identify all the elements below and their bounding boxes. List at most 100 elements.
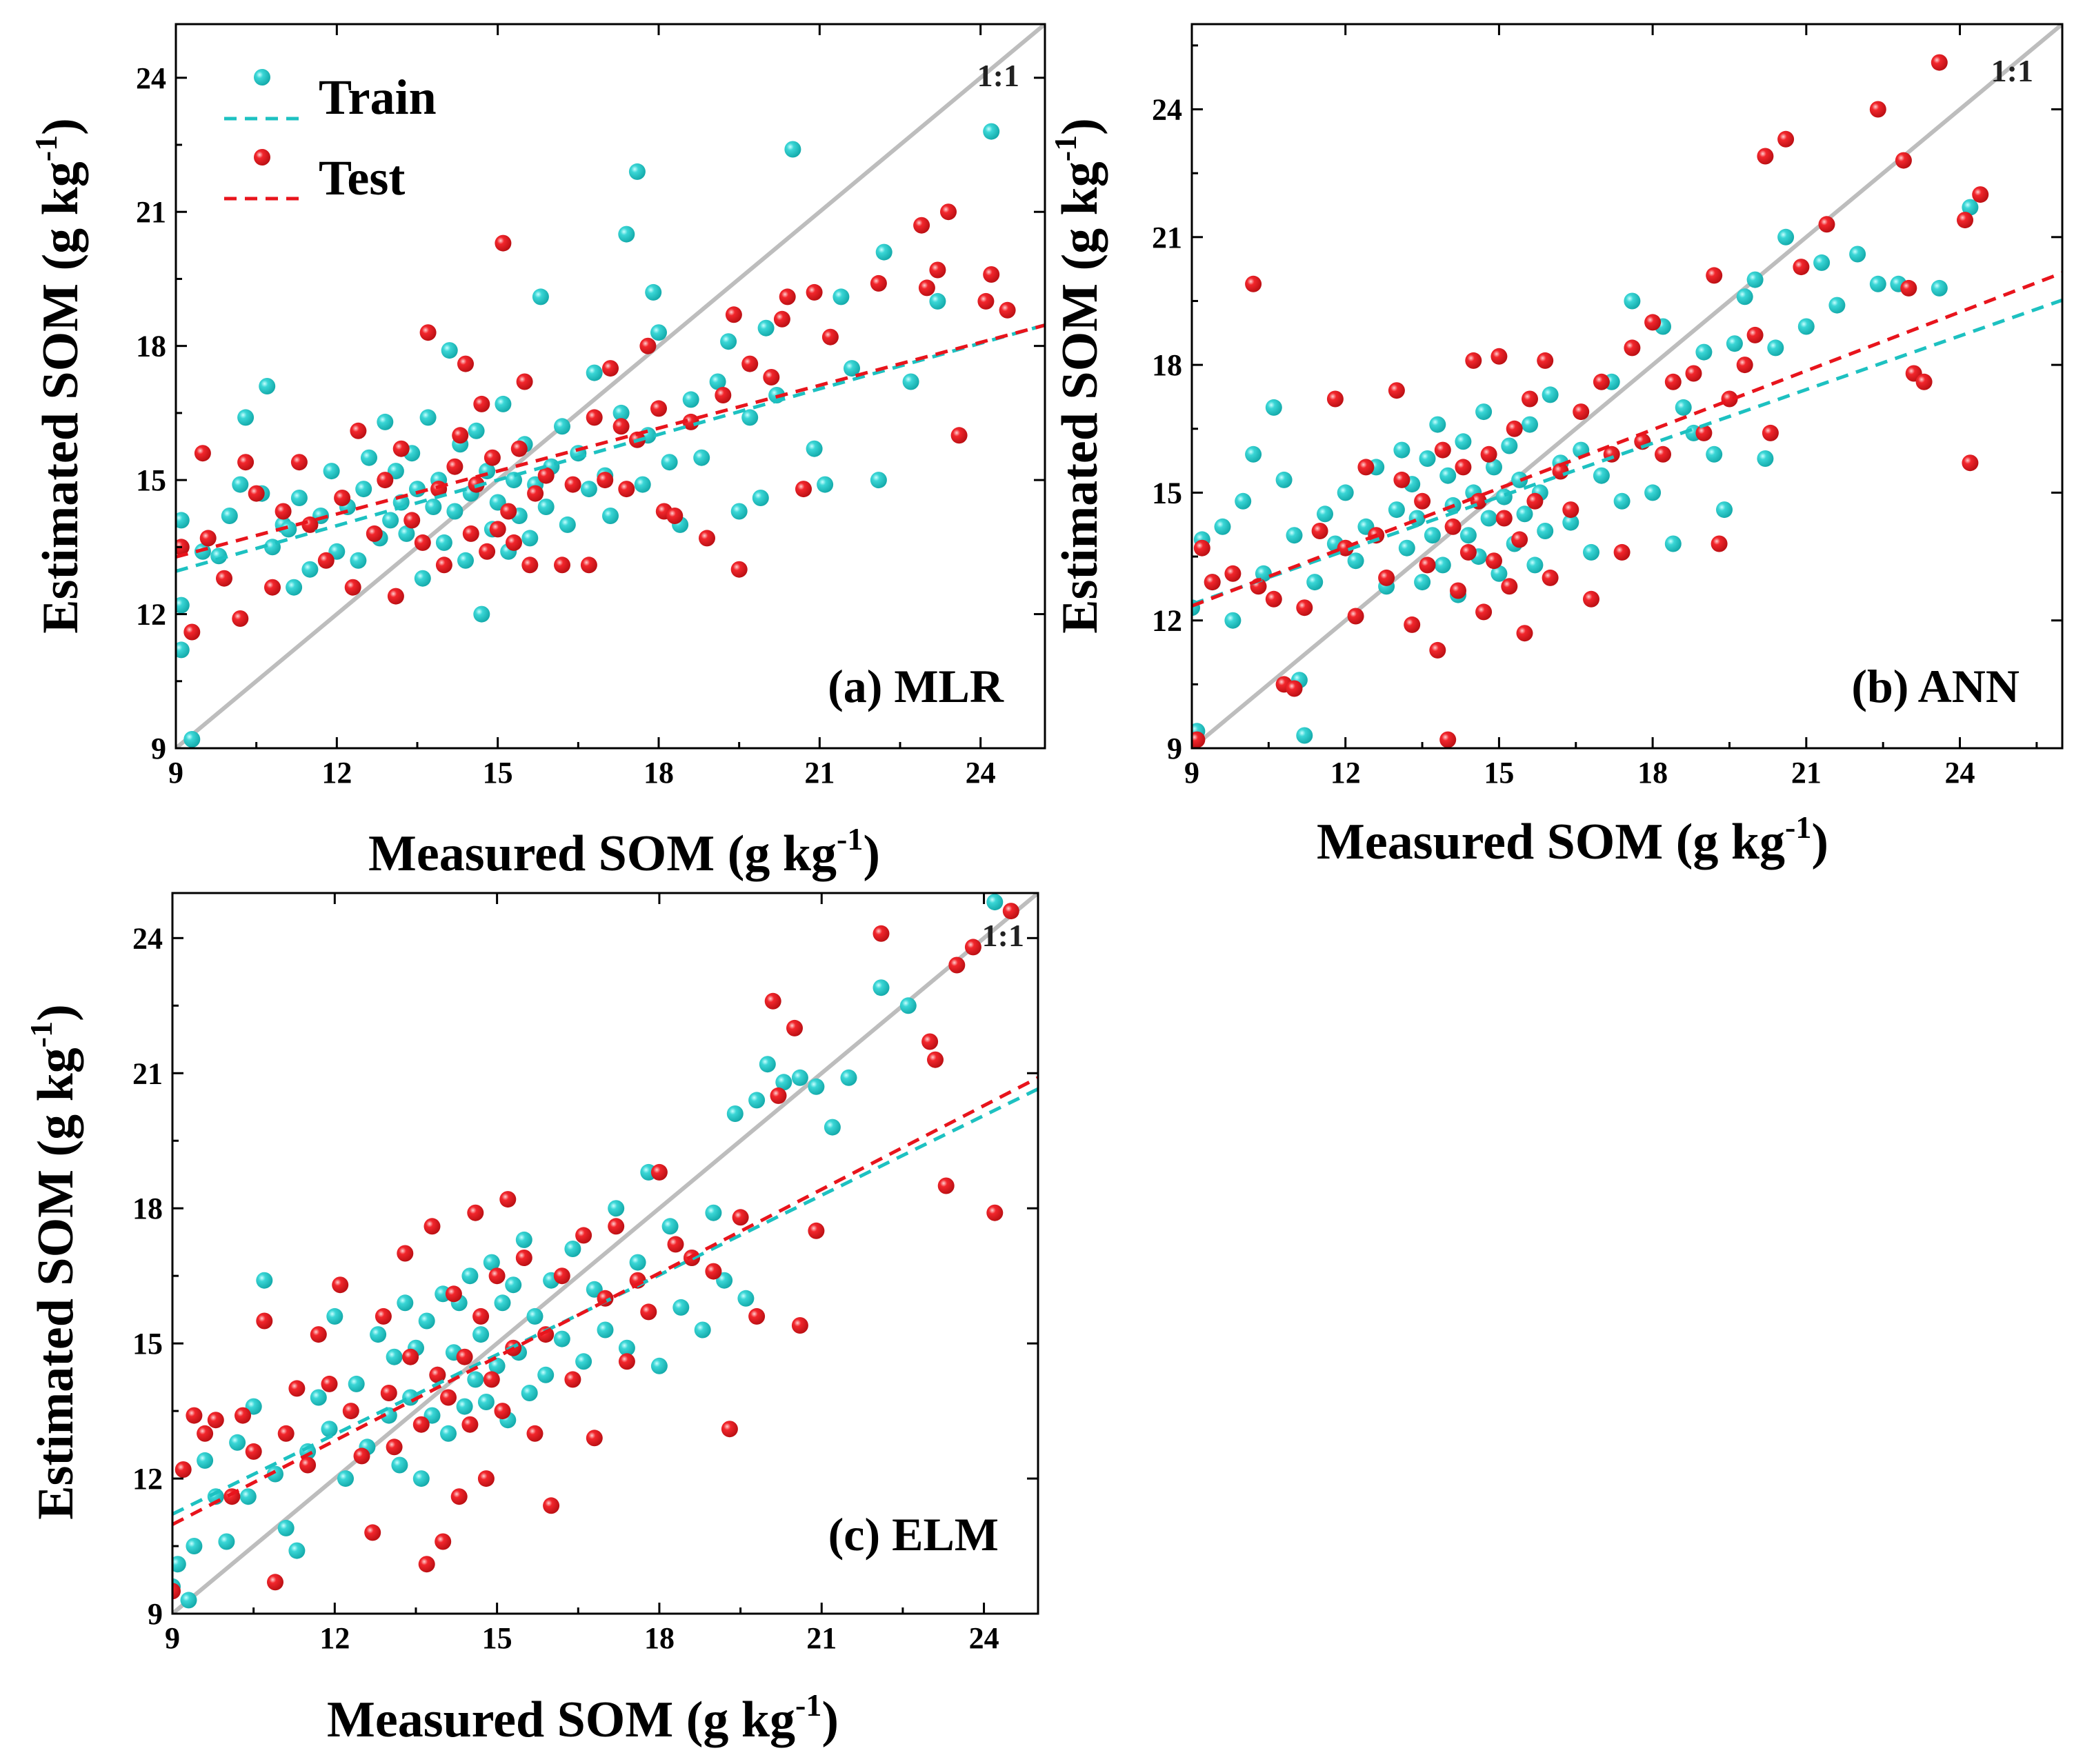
panel-a-test-point <box>666 508 684 524</box>
panel-c-reference-line <box>172 893 1038 1614</box>
panel-c-test-point <box>197 1425 214 1442</box>
panel-c-test-point <box>397 1245 414 1262</box>
panel-c-train-point <box>672 1299 690 1316</box>
panel-b-y-tick-label: 15 <box>1152 476 1182 510</box>
panel-b-train-point <box>1675 399 1692 416</box>
panel-a-y-tick-label: 24 <box>136 61 166 95</box>
panel-b: 9 12 15 18 21 24 9 12 15 18 21 24 (b) ANN 1:1 Measu… <box>1048 23 2064 870</box>
panel-b-test-point <box>1900 279 1917 297</box>
panel-c-test-point <box>499 1191 517 1208</box>
panel-c-train-point <box>456 1398 473 1415</box>
panel-a-test-point <box>506 534 522 551</box>
panel-a-x-tick-label: 9 <box>168 756 183 790</box>
panel-a-test-point <box>462 525 479 542</box>
panel-c-test-point <box>364 1524 381 1541</box>
panel-b-test-point <box>1962 454 1979 472</box>
panel-a-test-point <box>377 472 394 489</box>
panel-a-train-fit-line <box>176 323 1045 573</box>
panel-b-train-point <box>1777 228 1795 245</box>
panel-b-test-point <box>1583 590 1599 608</box>
panel-c-train-point <box>180 1592 197 1609</box>
panel-a-train-point <box>419 409 437 426</box>
panel-a-test-point <box>446 458 463 475</box>
panel-a-train-point <box>425 499 442 515</box>
panel-b-test-point <box>1265 590 1282 608</box>
panel-c-test-point <box>256 1312 273 1330</box>
panel-a-train-point <box>350 552 367 569</box>
panel-a-test-point <box>290 454 308 471</box>
panel-a-y-tick-label: 12 <box>136 598 166 632</box>
panel-b-train-point <box>1337 484 1354 501</box>
panel-c-train-point <box>488 1357 506 1374</box>
legend: Train Test <box>224 69 437 206</box>
panel-c-test-point <box>748 1307 766 1325</box>
panel-b-test-point <box>1593 373 1610 390</box>
panel-c-x-tick-label: 12 <box>319 1621 350 1655</box>
panel-a-train-point <box>602 508 619 524</box>
panel-b-train-point <box>1255 565 1272 582</box>
panel-c-train-point <box>461 1267 479 1285</box>
panel-c: 9 12 15 18 21 24 9 12 15 18 21 24 (c) ELM 1:1 Measu… <box>23 892 1039 1748</box>
panel-c-x-tick-label: 21 <box>806 1621 837 1655</box>
panel-a-train-point <box>554 418 570 435</box>
panel-c-test-point <box>575 1227 592 1244</box>
panel-b-train-point <box>1542 386 1559 403</box>
panel-c-train-point <box>310 1389 327 1406</box>
panel-b-train-point <box>1526 557 1544 574</box>
panel-b-train-point <box>1224 612 1242 629</box>
panel-b-y-tick-label: 9 <box>1167 732 1182 765</box>
panel-c-test-point <box>640 1303 657 1321</box>
panel-b-x-tick-label: 24 <box>1945 756 1975 790</box>
panel-a-train-point <box>586 364 603 381</box>
panel-c-test-point <box>456 1348 473 1365</box>
panel-b-test-point <box>1404 616 1421 633</box>
panel-c-test-point <box>310 1326 327 1343</box>
panel-c-test-point <box>586 1430 603 1447</box>
panel-a-y-tick-label: 9 <box>151 732 166 765</box>
panel-b-y-axis-title: Estimated SOM (g kg-1) <box>1048 118 1108 633</box>
panel-b-train-point <box>1583 543 1599 561</box>
panel-a-train-point <box>757 319 775 337</box>
panel-c-test-point <box>477 1470 495 1487</box>
panel-b-train-point <box>1245 445 1262 463</box>
panel-c-train-point <box>618 1339 635 1356</box>
panel-b-x-axis-unit-sup: -1 <box>1785 810 1811 845</box>
panel-b-test-point <box>1347 608 1364 625</box>
panel-a-train-point <box>875 243 893 261</box>
panel-a-test-point <box>275 503 292 520</box>
panel-c-train-point <box>197 1452 214 1469</box>
panel-b-test-point <box>1388 382 1405 399</box>
panel-c-train-point <box>515 1231 532 1248</box>
panel-b-test-point <box>1695 424 1713 441</box>
panel-c-train-point <box>661 1218 679 1235</box>
panel-c-test-point <box>172 1583 181 1600</box>
panel-c-test-point <box>440 1389 457 1406</box>
panel-a-train-point <box>377 413 394 430</box>
panel-c-train-point <box>553 1330 570 1347</box>
panel-a-test-point <box>602 360 619 377</box>
panel-a-test-point <box>473 395 490 412</box>
panel-a-x-axis-unit-sup: -1 <box>837 821 863 856</box>
panel-a-train-point <box>323 463 340 480</box>
panel-a-test-point <box>366 525 383 542</box>
panel-c-y-axis-close: ) <box>28 1004 84 1021</box>
panel-c-test-point <box>299 1456 317 1474</box>
panel-a-test-point <box>913 217 930 234</box>
panel-b-train-point <box>1214 518 1231 535</box>
panel-b-train-point <box>1317 505 1333 523</box>
panel-c-test-point <box>986 1204 1004 1221</box>
panel-a-y-axis-unit-sup: -1 <box>28 135 63 161</box>
panel-a-x-tick-label: 21 <box>804 756 835 790</box>
panel-a-test-point <box>554 557 570 574</box>
panel-b-train-point <box>1797 318 1815 335</box>
panel-b-test-point <box>1915 373 1933 390</box>
panel-b-train-point <box>1644 484 1662 501</box>
panel-a-y-axis-title-text: Estimated SOM (g kg <box>32 161 89 634</box>
panel-b-train-point <box>1516 505 1533 523</box>
panel-c-train-point <box>748 1092 766 1109</box>
panel-b-test-point <box>1444 518 1462 535</box>
panel-b-train-point <box>1562 514 1579 531</box>
panel-b-train-point <box>1306 574 1324 591</box>
panel-c-train-point <box>397 1294 414 1312</box>
panel-a-test-point <box>950 427 968 444</box>
